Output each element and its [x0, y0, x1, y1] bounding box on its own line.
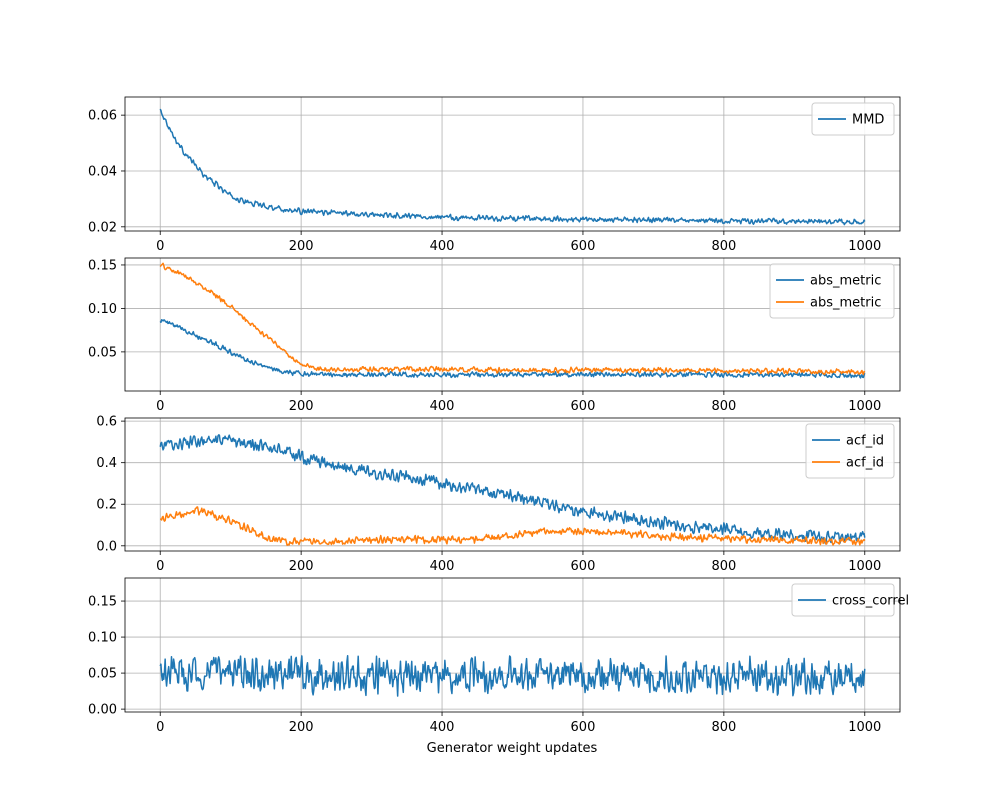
y-tick-label: 0.10: [88, 631, 117, 646]
y-tick-label: 0.05: [88, 345, 117, 360]
series-line-1: [159, 108, 866, 226]
y-tick-label: 0.15: [88, 258, 117, 273]
axes-frame: [124, 417, 901, 552]
x-axis-label: Generator weight updates: [427, 741, 598, 756]
x-tick-label: 600: [571, 559, 596, 574]
x-tick-label: 600: [571, 399, 596, 414]
x-tick-label: 0: [156, 399, 164, 414]
x-tick-label: 800: [711, 720, 736, 735]
y-tick-label: 0.06: [88, 109, 117, 124]
series-line-1: [159, 434, 866, 545]
x-tick-label: 800: [711, 239, 736, 254]
x-tick-label: 400: [430, 399, 455, 414]
y-tick-label: 0.6: [96, 415, 117, 430]
series-line-1: [159, 319, 866, 379]
legend-box: [769, 263, 895, 319]
x-tick-label: 600: [571, 239, 596, 254]
x-tick-label: 200: [289, 239, 314, 254]
legend-label: acf_id: [846, 434, 884, 449]
subplot-4: 0 200 400 600 800 1000 0.00 0.05 0.10 0.15 cross_c…: [88, 577, 909, 735]
legend-box: [791, 583, 895, 617]
y-tick-label: 0.00: [88, 703, 117, 718]
x-tick-label: 0: [156, 720, 164, 735]
x-tick-label: 200: [289, 399, 314, 414]
y-tick-label: 0.05: [88, 667, 117, 682]
y-tick-label: 0.10: [88, 302, 117, 317]
legend-label: abs_metric: [810, 274, 881, 289]
legend: MMD: [811, 102, 895, 136]
x-tick-label: 400: [430, 559, 455, 574]
x-tick-label: 0: [156, 239, 164, 254]
y-tick-label: 0.2: [96, 498, 117, 513]
x-tick-label: 400: [430, 720, 455, 735]
x-tick-label: 200: [289, 559, 314, 574]
x-tick-label: 1000: [848, 399, 881, 414]
axes-frame: [124, 257, 901, 392]
legend: abs_metric abs_metric: [769, 263, 895, 319]
series-line-1: [159, 654, 866, 697]
panels: 0 200 400 600 800 1000 0.02 0.04 0.06 MMD 0 200 400 6…: [88, 96, 909, 735]
legend-box: [805, 423, 895, 479]
legend-label: abs_metric: [810, 296, 881, 311]
x-tick-label: 1000: [848, 559, 881, 574]
subplot-1: 0 200 400 600 800 1000 0.02 0.04 0.06 MMD: [88, 96, 901, 254]
axes-frame: [124, 577, 901, 713]
legend-box: [811, 102, 895, 136]
x-tick-label: 400: [430, 239, 455, 254]
y-tick-label: 0.4: [96, 456, 117, 471]
legend-label: MMD: [852, 113, 884, 128]
legend-label: cross_correl: [832, 594, 909, 609]
x-tick-label: 800: [711, 399, 736, 414]
axes-frame: [124, 96, 901, 232]
y-tick-label: 0.15: [88, 595, 117, 610]
x-tick-label: 200: [289, 720, 314, 735]
x-tick-label: 1000: [848, 720, 881, 735]
legend-label: acf_id: [846, 456, 884, 471]
x-tick-label: 1000: [848, 239, 881, 254]
subplot-3: 0 200 400 600 800 10000.00.20.40.6acf_idacf_i…: [96, 415, 901, 574]
x-tick-label: 800: [711, 559, 736, 574]
y-tick-label: 0.04: [88, 164, 117, 179]
y-tick-label: 0.02: [88, 220, 117, 235]
legend: acf_id acf_id: [805, 423, 895, 479]
x-tick-label: 0: [156, 559, 164, 574]
x-tick-label: 600: [571, 720, 596, 735]
series-line-2: [159, 262, 866, 376]
series-line-2: [160, 506, 866, 546]
legend: cross_correl: [791, 583, 909, 617]
subplot-2: 0 200 400 600 800 10000.050.100.15abs_metrica…: [88, 257, 901, 414]
y-tick-label: 0.0: [96, 539, 117, 554]
